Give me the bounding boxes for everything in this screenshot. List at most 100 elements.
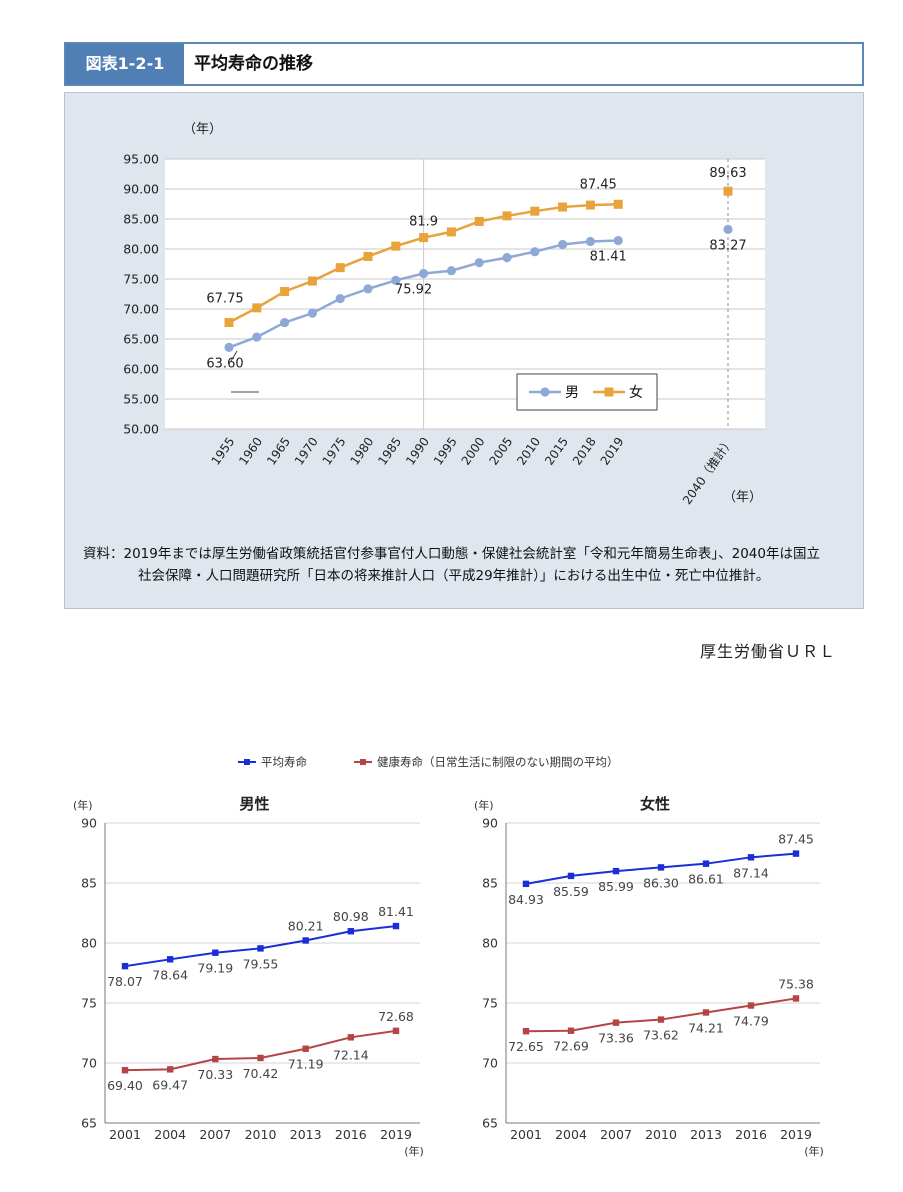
female-point [280,286,290,296]
y-tick-label: 75.00 [123,272,159,287]
data-label: 86.30 [643,875,679,890]
data-label: 85.99 [598,879,634,894]
data-label: 67.75 [206,292,243,307]
data-label: 89.63 [709,166,746,181]
female-point [307,276,317,286]
data-label: 73.36 [598,1031,634,1046]
female-point [502,211,512,221]
male-point [502,253,512,263]
healthy-life-expectancy-chart: 平均寿命 健康寿命（日常生活に制限のない期間の平均） 男性 (年) 90 85 80 75 70… [73,755,824,1158]
healthy-point [257,1054,264,1062]
data-label: 72.68 [378,1009,414,1024]
x-tick-label: 2010 [245,1127,277,1142]
x-tick-label: 2005 [486,435,515,468]
data-label: 73.62 [643,1028,679,1043]
average-point [392,922,400,930]
x-tick-label: 2004 [555,1127,587,1142]
female-point [474,216,484,226]
average-point [302,937,309,944]
x-tick-label: 1980 [347,435,376,468]
healthy-point [302,1045,309,1052]
female-point [585,200,595,210]
y-tick-label: 75 [81,996,97,1011]
average-point [657,864,665,871]
data-label: 75.92 [395,282,432,297]
average-point [612,867,620,875]
x-tick-label: 2019 [380,1127,412,1142]
data-label: 69.40 [107,1078,143,1093]
y-tick-label: 75 [482,996,498,1011]
figure-title: 平均寿命の推移 [194,54,313,74]
figure-1-panel: 95.00 90.00 85.00 80.00 75.00 70.00 65.00 60.00… [64,92,864,609]
male-point [391,275,401,285]
leader-line [230,350,238,362]
y-tick-label: 85 [482,876,498,891]
life-expectancy-chart: 95.00 90.00 85.00 80.00 75.00 70.00 65.00 60.00… [123,122,765,507]
healthy-point [392,1027,400,1035]
legend-label-male: 男 [565,385,579,401]
male-point [335,294,345,304]
plot-area [165,159,765,429]
healthy-point [121,1067,129,1074]
healthy-point [702,1009,710,1016]
data-label: 70.33 [197,1067,233,1082]
panel-male: 男性 (年) 90 85 80 75 70 65 2001 2004 2007 2010 2013 201… [73,795,424,1158]
healthy-point [612,1019,620,1026]
average-point [121,962,129,970]
panel-title: 女性 [640,795,670,813]
x-tick-label: 2000 [459,435,488,468]
average-point [522,880,530,888]
y-tick-label: 80 [81,936,97,951]
average-point [212,949,219,956]
male-point [307,308,317,318]
average-point [347,928,355,935]
healthy-point [747,1002,755,1009]
average-point [567,872,575,880]
y-tick-label: 80 [482,936,498,951]
legend-marker-average [244,759,250,765]
x-axis-unit: （年） [723,490,762,505]
source-line-2: 社会保障・人口問題研究所「日本の将来推計人口（平成29年推計）」における出生中位… [138,568,770,584]
x-tick-label: 2007 [199,1127,231,1142]
x-axis-unit: (年) [804,1144,824,1158]
male-point [446,266,456,276]
x-tick-label: 1970 [292,435,321,468]
y-axis-unit: （年） [183,122,222,137]
female-point [446,227,456,237]
data-label: 71.19 [288,1057,324,1072]
data-label: 75.38 [778,976,814,991]
data-label: 81.9 [409,215,438,230]
url-note: 厚生労働省ＵＲＬ [700,642,837,661]
healthy-point [166,1066,174,1073]
x-tick-label: 1985 [375,435,404,468]
y-axis-unit: (年) [73,798,93,812]
y-tick-label: 60.00 [123,362,159,377]
y-tick-label: 85.00 [123,212,159,227]
y-tick-label: 50.00 [123,422,159,437]
legend-label-healthy: 健康寿命（日常生活に制限のない期間の平均） [377,755,619,769]
y-tick-label: 70 [81,1056,97,1071]
x-tick-label: 2001 [510,1127,542,1142]
y-tick-label: 65 [81,1116,97,1131]
healthy-point [792,995,800,1002]
data-label: 81.41 [590,250,627,265]
data-label: 80.21 [288,918,324,933]
panel-title: 男性 [239,795,269,813]
x-tick-label: 2019 [780,1127,812,1142]
y-tick-label: 95.00 [123,152,159,167]
female-point [723,186,733,196]
male-point [280,317,290,328]
x-tick-label: 2007 [600,1127,632,1142]
x-tick-label: 2010 [645,1127,677,1142]
x-tick-label: 1975 [320,435,349,468]
data-label: 85.59 [553,884,589,899]
data-label: 86.61 [688,872,724,887]
x-tick-label: 2019 [598,435,627,468]
x-tick-label: 2013 [290,1127,322,1142]
y-tick-label: 90 [81,816,97,831]
female-point [530,206,540,216]
male-point [723,224,733,234]
healthy-point [212,1055,219,1063]
x-tick-label: 2018 [570,435,599,468]
healthy-point [522,1028,530,1035]
